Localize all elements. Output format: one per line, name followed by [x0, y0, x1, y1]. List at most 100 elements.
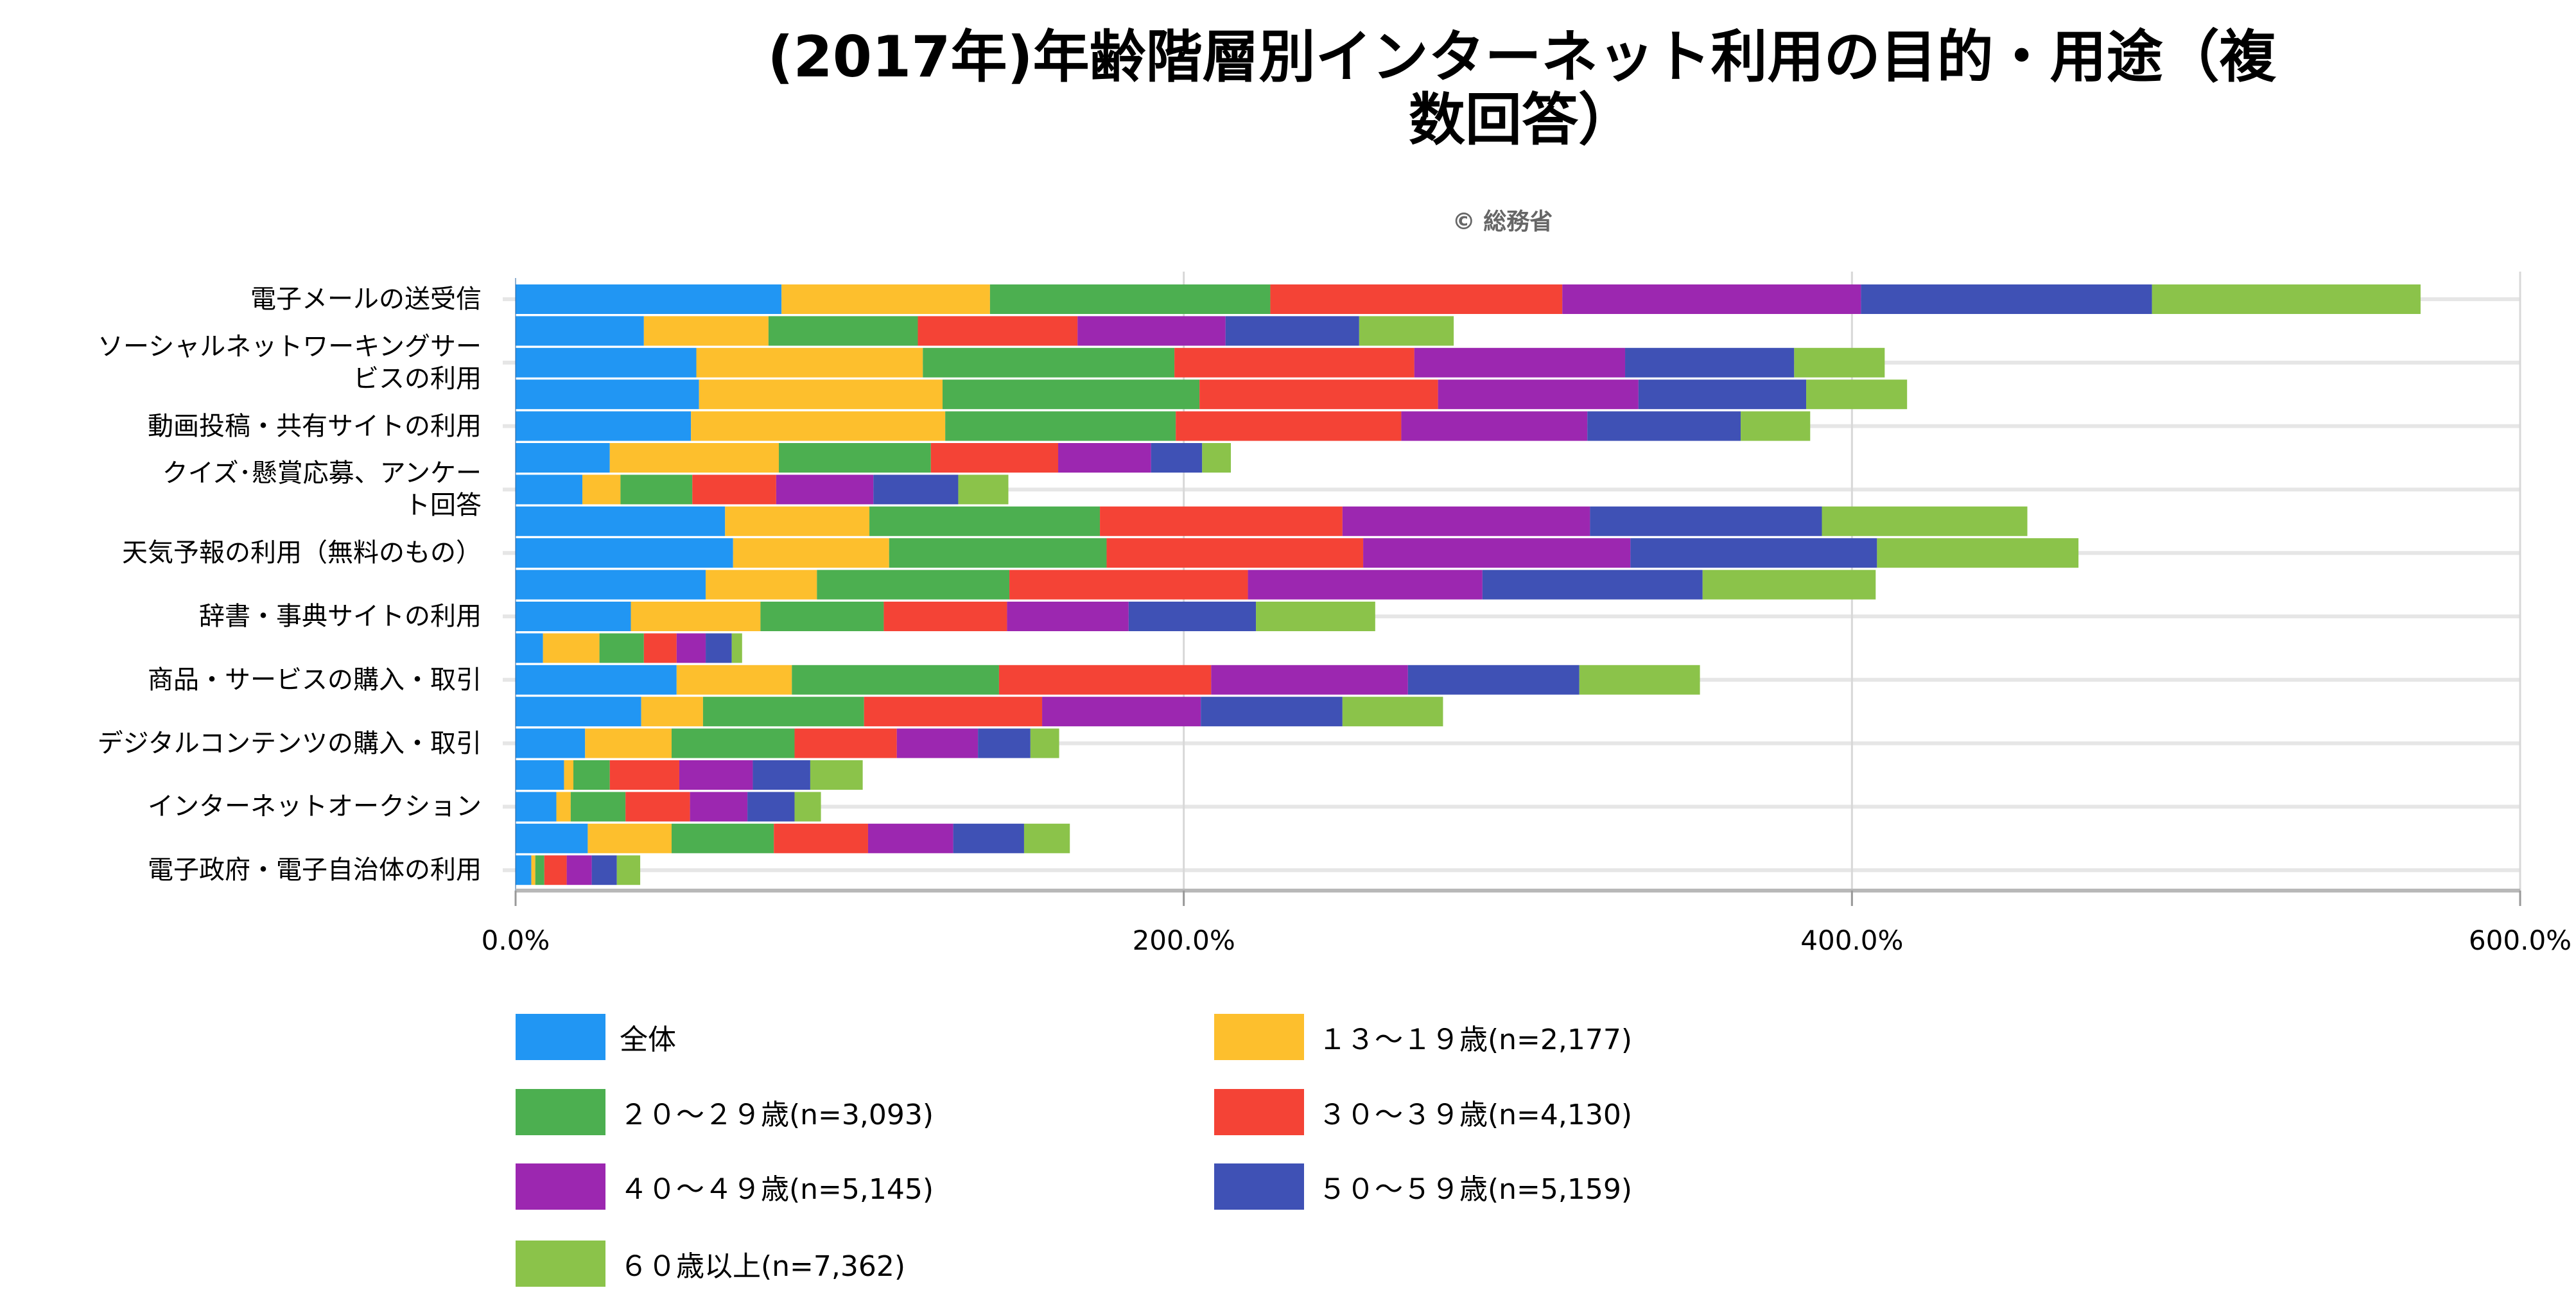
bar-segment — [1106, 538, 1364, 568]
bar-segment — [1359, 316, 1454, 346]
bar-segment — [516, 443, 610, 473]
legend-label: ４０～４９歳(n=5,145) — [620, 1173, 934, 1206]
x-tick-label: 400.0% — [1800, 925, 1904, 956]
bar-segment — [1363, 538, 1631, 568]
stacked-bar-chart — [503, 272, 2521, 906]
legend-item[interactable]: ６０歳以上(n=7,362) — [516, 1239, 905, 1288]
bar-segment — [733, 538, 889, 568]
bar-segment — [641, 697, 703, 727]
bar-segment — [676, 633, 706, 663]
bar-segment — [609, 760, 679, 790]
legend-item[interactable]: １３～１９歳(n=2,177) — [1214, 1013, 1632, 1061]
bar-segment — [989, 284, 1271, 314]
bar-segment — [1702, 570, 1876, 600]
category-label: 電子政府・電子自治体の利用 — [148, 855, 482, 885]
bar-segment — [1030, 728, 1059, 758]
bar-segment — [794, 792, 821, 822]
bar-segment — [873, 475, 959, 505]
bar-segment — [616, 855, 641, 885]
bar-segment — [1630, 538, 1877, 568]
bar-segment — [516, 760, 564, 790]
legend-swatch — [1214, 1089, 1304, 1135]
chart-title: (2017年)年齢階層別インターネット利用の目的・用途（複 数回答） — [578, 26, 2466, 152]
bar-segment — [671, 728, 795, 758]
legend-item[interactable]: 全体 — [516, 1013, 676, 1061]
bar-segment — [609, 443, 779, 473]
category-label: インターネットオークション — [148, 792, 482, 822]
bar-segment — [1861, 284, 2152, 314]
bar-segment — [1199, 379, 1438, 410]
bar-segment — [582, 475, 621, 505]
bar-segment — [1482, 570, 1703, 600]
bar-segment — [699, 379, 943, 410]
bar-segment — [564, 760, 574, 790]
bar-segment — [1562, 284, 1861, 314]
category-label: 商品・サービスの購入・取引 — [148, 665, 482, 695]
legend-label: ３０～３９歳(n=4,130) — [1318, 1099, 1633, 1131]
bar-segment — [692, 475, 776, 505]
bar-segment — [566, 855, 592, 885]
bar-segment — [625, 792, 690, 822]
bar-segment — [516, 570, 706, 600]
category-label: クイズ･懸賞応募、アンケー ト回答 — [162, 458, 482, 521]
bar-segment — [1176, 411, 1402, 441]
category-label: 電子メールの送受信 — [250, 284, 482, 314]
bar-segment — [599, 633, 644, 663]
bar-segment — [591, 855, 617, 885]
legend-label: １３～１９歳(n=2,177) — [1318, 1023, 1633, 1056]
bar-segment — [543, 633, 600, 663]
bar-segment — [1794, 347, 1885, 378]
legend-label: ５０～５９歳(n=5,159) — [1318, 1173, 1633, 1206]
legend-label: 全体 — [620, 1023, 676, 1056]
bar-segment — [953, 823, 1024, 853]
bar-segment — [1587, 411, 1741, 441]
bar-segment — [679, 760, 753, 790]
legend-item[interactable]: ３０～３９歳(n=4,130) — [1214, 1088, 1632, 1136]
bar-segment — [1741, 411, 1811, 441]
bar-segment — [516, 855, 532, 885]
bar-segment — [531, 855, 535, 885]
category-label: 動画投稿・共有サイトの利用 — [148, 411, 482, 441]
bar-segment — [760, 602, 884, 631]
bar-segment — [1342, 697, 1443, 727]
bar-segment — [2152, 284, 2421, 314]
bar-segment — [1270, 284, 1563, 314]
bar-segment — [516, 665, 677, 695]
bar-segment — [1414, 347, 1626, 378]
bar-segment — [643, 316, 769, 346]
bar-segment — [676, 665, 792, 695]
x-tick-label: 600.0% — [2468, 925, 2572, 956]
bar-segment — [867, 823, 953, 853]
bar-segment — [570, 792, 626, 822]
bar-segment — [1248, 570, 1483, 600]
legend-item[interactable]: ２０～２９歳(n=3,093) — [516, 1088, 934, 1136]
bar-segment — [690, 792, 748, 822]
legend-label: ２０～２９歳(n=3,093) — [620, 1099, 934, 1131]
bar-segment — [945, 411, 1176, 441]
bar-segment — [516, 506, 726, 536]
bar-segment — [1202, 443, 1231, 473]
bar-segment — [1174, 347, 1414, 378]
bar-segment — [535, 855, 544, 885]
bar-segment — [1438, 379, 1639, 410]
legend-item[interactable]: ５０～５９歳(n=5,159) — [1214, 1162, 1632, 1211]
bar-segment — [1590, 506, 1822, 536]
bar-segment — [998, 665, 1212, 695]
bar-segment — [516, 347, 697, 378]
bar-segment — [516, 792, 557, 822]
bar-segment — [631, 602, 761, 631]
bar-segment — [747, 792, 795, 822]
bar-segment — [1128, 602, 1257, 631]
bar-segment — [620, 475, 693, 505]
legend-item[interactable]: ４０～４９歳(n=5,145) — [516, 1162, 934, 1211]
bar-segment — [516, 379, 699, 410]
bar-segment — [544, 855, 567, 885]
bar-segment — [1211, 665, 1408, 695]
bar-segment — [978, 728, 1031, 758]
bar-segment — [810, 760, 863, 790]
bar-segment — [516, 728, 586, 758]
x-tick-label: 200.0% — [1132, 925, 1235, 956]
bar-segment — [1058, 443, 1151, 473]
bar-segment — [1100, 506, 1343, 536]
bar-segment — [585, 728, 672, 758]
